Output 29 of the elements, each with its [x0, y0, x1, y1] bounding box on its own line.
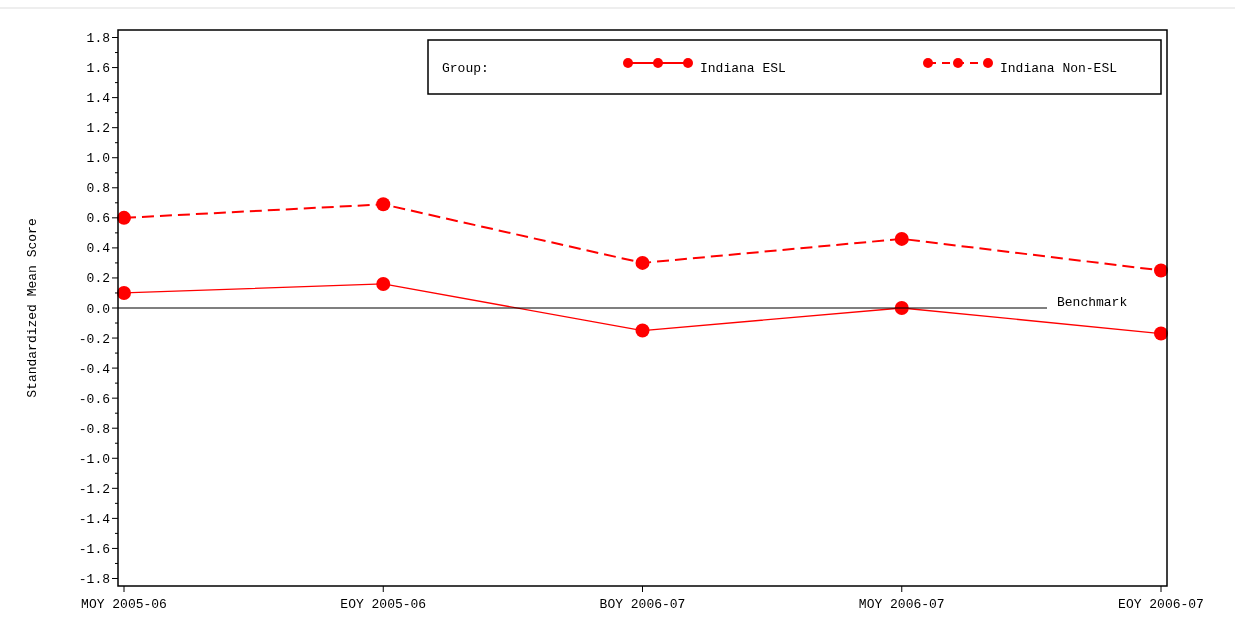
- y-tick-label: 0.2: [86, 271, 110, 287]
- x-tick-label: EOY 2005-06: [340, 597, 427, 612]
- y-tick-label: 1.6: [86, 61, 110, 77]
- y-tick-label: -0.4: [78, 361, 111, 377]
- y-tick-label: 1.8: [86, 31, 110, 47]
- x-tick-label: EOY 2006-07: [1118, 597, 1204, 612]
- legend-label: Indiana Non-ESL: [1000, 60, 1118, 76]
- y-tick-label: -1.8: [78, 572, 110, 588]
- legend-label: Indiana ESL: [700, 60, 786, 76]
- y-tick-label: 0.8: [86, 181, 110, 197]
- y-tick-label: -0.6: [78, 391, 110, 407]
- y-tick-label: 0.6: [86, 211, 110, 227]
- y-tick-label: 0.0: [86, 301, 110, 317]
- y-axis-title: Standardized Mean Score: [25, 218, 40, 398]
- y-tick-label: -0.8: [78, 421, 110, 437]
- y-tick-label: 1.4: [86, 91, 111, 107]
- y-tick-label: -0.2: [78, 331, 110, 347]
- x-tick-label: MOY 2005-06: [81, 597, 167, 612]
- y-tick-label: -1.2: [78, 481, 110, 497]
- ref-line-label: Benchmark: [1057, 295, 1128, 310]
- y-tick-label: -1.6: [78, 541, 110, 557]
- y-tick-label: 1.0: [86, 151, 110, 167]
- y-tick-label: -1.0: [78, 451, 110, 467]
- x-tick-label: MOY 2006-07: [858, 597, 945, 612]
- y-tick-label: -1.4: [78, 511, 111, 527]
- y-tick-label: 0.4: [86, 241, 111, 257]
- legend-title: Group:: [442, 60, 489, 76]
- x-tick-label: BOY 2006-07: [599, 597, 686, 612]
- y-tick-label: 1.2: [86, 121, 110, 137]
